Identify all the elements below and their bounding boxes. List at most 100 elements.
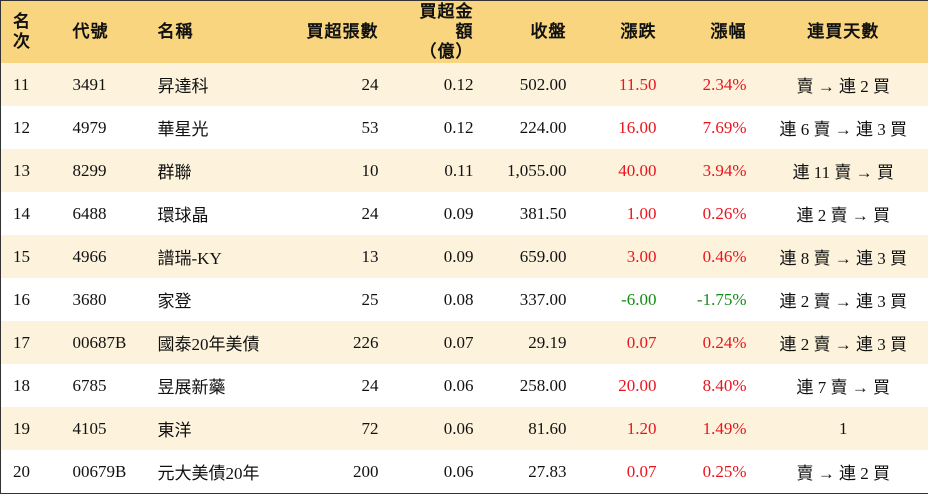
table-cell: 00687B [60, 321, 146, 364]
table-cell: 6488 [60, 192, 146, 235]
table-cell: 40.00 [578, 149, 669, 192]
table-cell: 15 [0, 235, 61, 278]
table-cell: 0.11 [390, 149, 486, 192]
table-cell: 連 2 賣 → 買 [758, 192, 928, 235]
header-cell: 漲跌 [578, 0, 669, 63]
table-cell: 3.94% [668, 149, 759, 192]
table-cell: -1.75% [668, 278, 759, 321]
table-cell: 8.40% [668, 364, 759, 407]
table-cell: 連 6 賣 → 連 3 買 [758, 106, 928, 149]
header-cell: 收盤 [485, 0, 579, 63]
table-cell: 226 [285, 321, 391, 364]
table-cell: 6785 [60, 364, 146, 407]
table-cell: 381.50 [485, 192, 579, 235]
table-cell: 0.08 [390, 278, 486, 321]
table-cell: 337.00 [485, 278, 579, 321]
table-cell: 0.07 [578, 321, 669, 364]
table-cell: 0.09 [390, 192, 486, 235]
table-cell: 72 [285, 407, 391, 450]
table-cell: 4966 [60, 235, 146, 278]
table-cell: 0.07 [578, 450, 669, 494]
table-cell: 53 [285, 106, 391, 149]
table-cell: 659.00 [485, 235, 579, 278]
table-cell: 11.50 [578, 63, 669, 106]
table-cell: 家登 [145, 278, 286, 321]
table-cell: 20 [0, 450, 61, 494]
table-cell: -6.00 [578, 278, 669, 321]
table-cell: 1.00 [578, 192, 669, 235]
table-cell: 11 [0, 63, 61, 106]
table-cell: 0.24% [668, 321, 759, 364]
table-cell: 17 [0, 321, 61, 364]
table-cell: 27.83 [485, 450, 579, 494]
table-row: 19 4105 東洋 72 0.06 81.60 1.20 1.49% 1 [0, 407, 928, 450]
table-body: 11 3491 昇達科 24 0.12 502.00 11.50 2.34% 賣 → 連 2 買… [0, 63, 928, 494]
table-cell: 1,055.00 [485, 149, 579, 192]
header-cell: 名次 [0, 0, 61, 63]
table-cell: 8299 [60, 149, 146, 192]
table-row: 16 3680 家登 25 0.08 337.00 -6.00 -1.75% 連 2 賣 → 連… [0, 278, 928, 321]
table-cell: 連 8 賣 → 連 3 買 [758, 235, 928, 278]
table-cell: 16 [0, 278, 61, 321]
table-cell: 16.00 [578, 106, 669, 149]
table-cell: 連 7 賣 → 買 [758, 364, 928, 407]
header-cell: 代號 [60, 0, 146, 63]
table-row: 14 6488 環球晶 24 0.09 381.50 1.00 0.26% 連 2 賣 → 買 [0, 192, 928, 235]
table-cell: 7.69% [668, 106, 759, 149]
header-cell: 名稱 [145, 0, 286, 63]
table-cell: 0.25% [668, 450, 759, 494]
table-cell: 譜瑞-KY [145, 235, 286, 278]
table-cell: 華星光 [145, 106, 286, 149]
table-cell: 國泰20年美債 [145, 321, 286, 364]
header-cell: 買超金額 （億） [390, 0, 486, 63]
table-cell: 東洋 [145, 407, 286, 450]
table-cell: 10 [285, 149, 391, 192]
table-cell: 0.12 [390, 63, 486, 106]
table-cell: 29.19 [485, 321, 579, 364]
header-cell: 連買天數 [758, 0, 928, 63]
table-row: 15 4966 譜瑞-KY 13 0.09 659.00 3.00 0.46% 連 8 賣 → … [0, 235, 928, 278]
table-cell: 24 [285, 63, 391, 106]
table-cell: 0.46% [668, 235, 759, 278]
table-cell: 20.00 [578, 364, 669, 407]
table-cell: 2.34% [668, 63, 759, 106]
table-cell: 25 [285, 278, 391, 321]
table-row: 13 8299 群聯 10 0.11 1,055.00 40.00 3.94% 連 11 賣 →… [0, 149, 928, 192]
table-cell: 昱展新藥 [145, 364, 286, 407]
table-cell: 200 [285, 450, 391, 494]
table-cell: 元大美債20年 [145, 450, 286, 494]
table-cell: 00679B [60, 450, 146, 494]
table-cell: 0.12 [390, 106, 486, 149]
table-row: 18 6785 昱展新藥 24 0.06 258.00 20.00 8.40% 連 7 賣 → … [0, 364, 928, 407]
table-cell: 環球晶 [145, 192, 286, 235]
header-row: 名次 代號 名稱 買超張數 買超金額 （億） 收盤 漲跌 漲幅 連買天數 [0, 0, 928, 63]
table-cell: 3491 [60, 63, 146, 106]
table-cell: 賣 → 連 2 買 [758, 63, 928, 106]
table-cell: 連 2 賣 → 連 3 買 [758, 278, 928, 321]
table-cell: 連 11 賣 → 買 [758, 149, 928, 192]
table-cell: 0.06 [390, 364, 486, 407]
table-cell: 1.20 [578, 407, 669, 450]
table-cell: 4105 [60, 407, 146, 450]
table-cell: 賣 → 連 2 買 [758, 450, 928, 494]
table-cell: 24 [285, 364, 391, 407]
table-cell: 224.00 [485, 106, 579, 149]
table-cell: 1.49% [668, 407, 759, 450]
table-cell: 19 [0, 407, 61, 450]
table-cell: 0.26% [668, 192, 759, 235]
table-cell: 群聯 [145, 149, 286, 192]
table-cell: 0.06 [390, 407, 486, 450]
table-cell: 18 [0, 364, 61, 407]
table-cell: 12 [0, 106, 61, 149]
table-row: 20 00679B 元大美債20年 200 0.06 27.83 0.07 0.25% 賣 → … [0, 450, 928, 494]
table-cell: 81.60 [485, 407, 579, 450]
table-cell: 502.00 [485, 63, 579, 106]
table-cell: 4979 [60, 106, 146, 149]
table-row: 11 3491 昇達科 24 0.12 502.00 11.50 2.34% 賣 → 連 2 買 [0, 63, 928, 106]
table-cell: 14 [0, 192, 61, 235]
table-cell: 3.00 [578, 235, 669, 278]
table-cell: 連 2 賣 → 連 3 買 [758, 321, 928, 364]
table-cell: 3680 [60, 278, 146, 321]
table-row: 17 00687B 國泰20年美債 226 0.07 29.19 0.07 0.24% 連 2 … [0, 321, 928, 364]
